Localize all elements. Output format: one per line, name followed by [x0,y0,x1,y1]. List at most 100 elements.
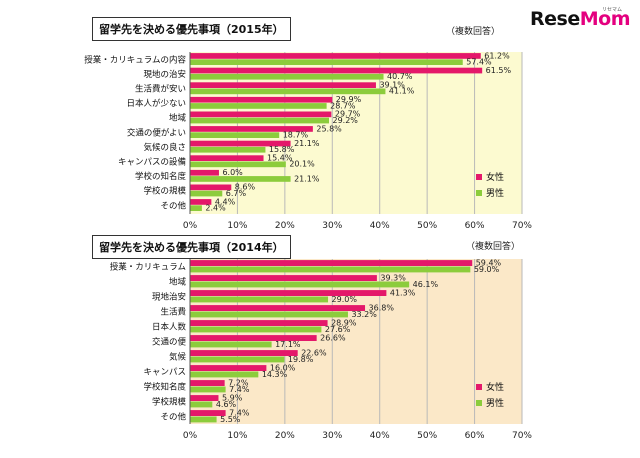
chart-2014-tick-label: 10% [227,431,247,441]
chart-2014-bar-male [190,386,226,393]
chart-2014-tick-label: 20% [275,431,295,441]
chart-2014-data-label-female: 28.9% [331,319,357,328]
chart-2015-legend-label-male: 男性 [486,187,504,199]
chart-2015-data-label-female: 6.0% [222,168,243,177]
chart-2015-bar-female [190,184,232,191]
chart-2014-bar-male [190,296,329,303]
chart-2015-data-label-female: 15.4% [267,154,293,163]
chart-2014-data-label-female: 26.6% [320,334,346,343]
chart-2015-bar-male [190,59,463,65]
chart-2015-tick-label: 0% [183,221,198,230]
chart-2014-bar-female [190,260,473,266]
chart-2014-bar-male [190,356,285,363]
chart-2014-data-label-male: 46.1% [413,280,439,289]
chart-2015-data-label-male: 29.2% [332,116,358,125]
chart-2014-data-label-female: 59.4% [476,259,502,268]
chart-2014-data-label-female: 36.8% [369,304,395,313]
chart-2014-tick-label: 30% [322,431,342,441]
chart-2014-legend-label-male: 男性 [486,397,504,409]
chart-2014-bar-female [190,320,328,326]
chart-2015-category-label: 学校の規模 [143,186,186,197]
chart-2015: 0% 10% 20% 30% 40% 50% 60% 70% 授業・カリキュラムの内容 61.2%… [84,51,532,230]
chart-2014-data-label-male: 19.8% [288,355,314,364]
chart-2014-title: 留学先を決める優先事項（2014年） [92,235,291,259]
chart-2014-tick-label: 70% [512,431,532,441]
chart-2015-bar-female [190,67,483,74]
chart-2014-data-label-female: 7.2% [228,379,249,388]
chart-2014-bar-female [190,335,317,341]
chart-2014-category-label: 学校規模 [152,397,187,408]
chart-2014-category-label: 現地治安 [152,292,186,303]
chart-2014: 0% 10% 20% 30% 40% 50% 60% 70% 授業・カリキュラム 59.4%59.… [110,259,533,442]
chart-2015-data-label-male: 18.7% [283,131,309,140]
chart-2014-legend-swatch-male [476,400,482,406]
chart-2014-data-label-male: 17.1% [275,340,301,349]
chart-2015-note: （複数回答） [446,27,501,37]
chart-2015-bar-male [190,176,291,182]
chart-2014-category-label: 地域 [169,277,187,288]
chart-2014-tick-label: 40% [370,431,390,441]
chart-2015-data-label-female: 8.6% [235,183,256,192]
chart-2015-data-label-female: 4.4% [215,197,236,206]
chart-2015-data-label-male: 6.7% [226,189,247,198]
chart-2015-tick-label: 20% [275,221,295,230]
chart-2015-data-label-male: 2.4% [205,204,226,213]
chart-2014-bar-male [190,341,272,348]
chart-2015-bar-male [190,117,329,124]
chart-2015-bar-male [190,88,386,95]
chart-2015-category-label: 気候の良さ [143,142,186,153]
chart-2015-legend-swatch-male [476,190,482,196]
chart-2015-data-label-male: 20.1% [289,160,315,169]
chart-2015-tick-label: 50% [417,221,437,230]
chart-2015-bar-male [190,190,223,197]
chart-2015-category-label: その他 [160,200,186,211]
chart-2015-category-label: キャンパスの設備 [118,157,187,168]
chart-2015-category-label: 生活費が安い [135,84,186,95]
chart-2014-data-label-male: 7.4% [229,385,250,394]
chart-2015-bar-male [190,161,286,168]
chart-2014-data-label-male: 4.6% [216,400,237,409]
chart-2015-bar-female [190,111,332,118]
chart-2014-bar-female [190,305,366,311]
chart-2015-category-label: 交通の便がよい [127,127,186,138]
chart-2014-category-label: 日本人数 [152,322,187,333]
chart-2015-bar-female [190,126,313,132]
chart-2015-data-label-female: 61.2% [484,51,510,60]
chart-2014-category-label: 交通の便 [152,337,187,348]
chart-2014-tick-label: 0% [183,431,198,441]
chart-2014-bar-female [190,290,387,296]
chart-2015-tick-label: 60% [465,221,485,230]
chart-2015-title: 留学先を決める優先事項（2015年） [92,17,291,41]
chart-2014-data-label-female: 7.4% [229,409,250,418]
chart-2014-bar-female [190,350,298,356]
chart-2014-data-label-female: 41.3% [390,289,416,298]
chart-2015-bar-female [190,140,291,147]
chart-2015-bar-male [190,146,266,153]
chart-2015-bar-female [190,155,264,161]
chart-2015-category-label: 現地の治安 [143,69,186,80]
chart-2015-legend-label-female: 女性 [486,171,504,183]
chart-2014-tick-label: 50% [417,431,437,441]
chart-2014-bar-male [190,281,410,288]
chart-2015-data-label-female: 61.5% [486,66,512,75]
chart-2014-bar-male [190,311,348,318]
chart-2015-data-label-female: 39.1% [379,81,405,90]
chart-2015-bar-female [190,96,333,103]
chart-2015-bar-female [190,82,376,88]
chart-2014-bar-male [190,401,213,408]
chart-2015-bar-female [190,53,481,59]
chart-2014-data-label-male: 33.2% [351,310,377,319]
chart-2015-data-label-male: 57.4% [466,58,492,67]
chart-2015-bar-male [190,73,384,80]
resemom-logo: ReseMom [530,8,630,30]
chart-2014-data-label-male: 5.5% [220,415,241,424]
chart-2014-bar-female [190,395,219,401]
chart-2015-category-label: 授業・カリキュラムの内容 [84,54,186,65]
chart-2014-tick-label: 60% [465,431,485,441]
chart-2015-tick-label: 30% [322,221,342,230]
chart-2014-bar-male [190,266,471,273]
chart-2014-data-label-male: 59.0% [474,265,500,274]
chart-2015-tick-label: 70% [512,221,532,230]
chart-2014-bar-female [190,410,226,416]
chart-2014-bar-male [190,326,322,333]
